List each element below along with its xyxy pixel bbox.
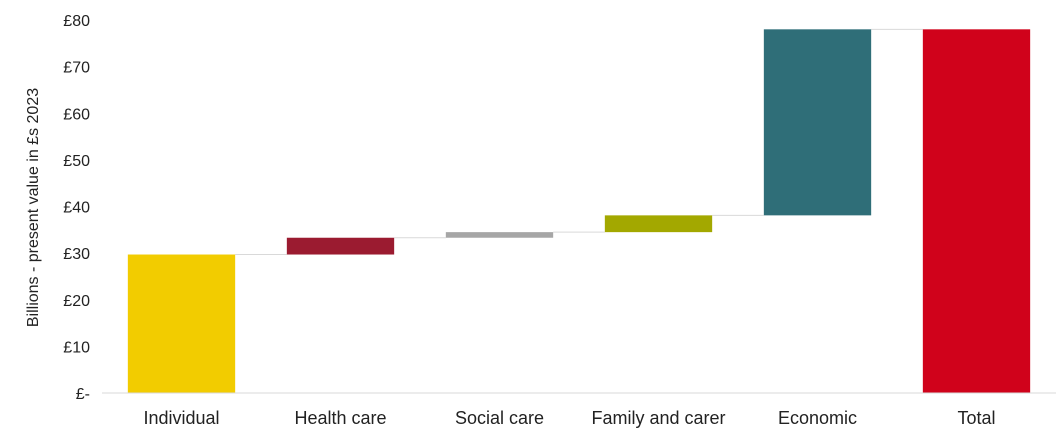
x-axis-labels: Individual Health care Social care Family a… bbox=[143, 408, 995, 428]
bar-family-and-carer bbox=[604, 215, 713, 233]
y-tick-label: £70 bbox=[63, 60, 90, 77]
bar-individual bbox=[127, 254, 236, 393]
bar-total bbox=[922, 29, 1031, 393]
x-category-label: Individual bbox=[143, 408, 219, 428]
x-category-label: Health care bbox=[294, 408, 386, 428]
y-tick-label: £50 bbox=[63, 153, 90, 170]
connector-lines bbox=[235, 28, 923, 256]
y-tick-label: £20 bbox=[63, 293, 90, 310]
y-tick-label: £10 bbox=[63, 339, 90, 356]
bar-health-care bbox=[286, 237, 395, 255]
x-category-label: Total bbox=[957, 408, 995, 428]
bar-economic bbox=[763, 29, 872, 216]
x-category-label: Social care bbox=[455, 408, 544, 428]
y-tick-label: £40 bbox=[63, 200, 90, 217]
y-tick-label: £80 bbox=[63, 13, 90, 30]
y-tick-label: £- bbox=[76, 386, 90, 403]
bar-social-care bbox=[445, 232, 554, 238]
y-axis-ticks: £- £10 £20 £30 £40 £50 £60 £70 £80 bbox=[63, 13, 90, 403]
x-category-label: Family and carer bbox=[591, 408, 725, 428]
y-tick-label: £30 bbox=[63, 246, 90, 263]
x-category-label: Economic bbox=[778, 408, 857, 428]
bars bbox=[127, 29, 1031, 393]
y-axis-title: Billions - present value in £s 2023 bbox=[25, 88, 42, 327]
y-tick-label: £60 bbox=[63, 106, 90, 123]
